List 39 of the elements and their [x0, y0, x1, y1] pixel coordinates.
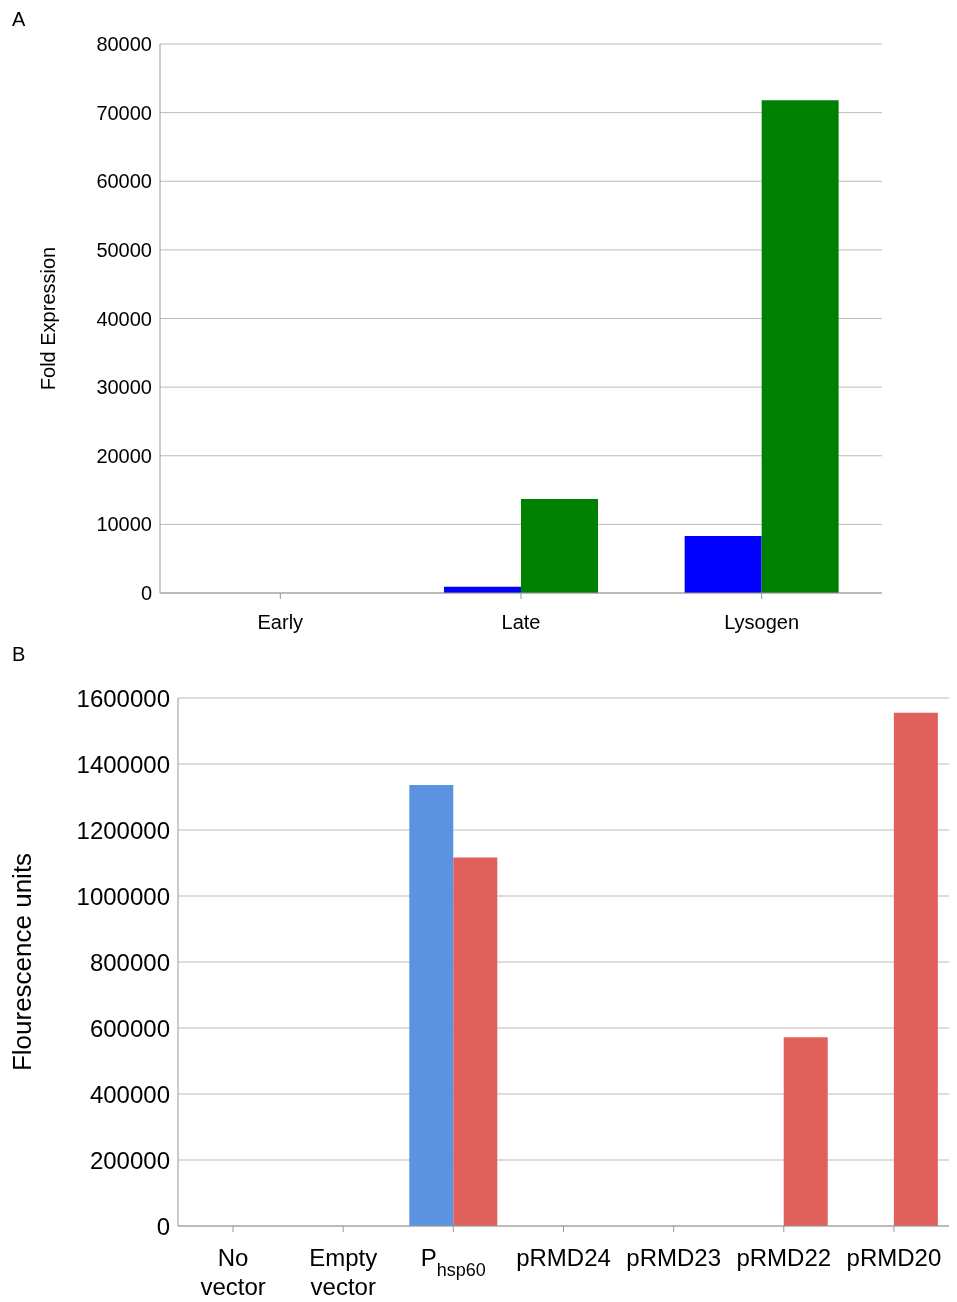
x-tick-label: pRMD20: [846, 1244, 942, 1271]
bar: [761, 100, 839, 593]
x-tick-label: P$_{hsp60}$: [420, 1244, 486, 1280]
y-tick-label: 60000: [96, 170, 152, 193]
x-tick-label: pRMD22: [736, 1244, 832, 1271]
bar: [520, 498, 598, 593]
y-tick-label: 1400000: [76, 750, 170, 778]
y-tick-label: 40000: [96, 307, 152, 330]
y-tick-label: 1200000: [76, 816, 170, 844]
x-tick-label: Late: [501, 611, 541, 633]
y-axis-title: Fold Expression: [37, 246, 60, 391]
y-tick-label: 400000: [89, 1080, 170, 1108]
x-tick-label: No vector: [200, 1244, 266, 1300]
y-tick-label: 1600000: [76, 684, 170, 712]
y-tick-label: 30000: [96, 376, 152, 399]
y-tick-label: 50000: [96, 238, 152, 261]
y-tick-label: 800000: [89, 948, 170, 976]
y-tick-label: 10000: [96, 513, 152, 536]
y-tick-label: 70000: [96, 101, 152, 124]
y-tick-label: 1000000: [76, 882, 170, 910]
y-tick-label: 20000: [96, 444, 152, 467]
bar: [893, 712, 938, 1226]
x-tick-label: pRMD23: [626, 1244, 721, 1271]
chart-title: B: [12, 643, 26, 666]
bar: [783, 1037, 828, 1226]
bar: [453, 857, 498, 1226]
y-axis-title: Flourescence units: [7, 852, 38, 1072]
y-tick-label: 200000: [89, 1146, 170, 1174]
y-tick-label: 0: [156, 1212, 170, 1240]
bar: [684, 536, 762, 593]
y-tick-label: 600000: [89, 1014, 170, 1042]
chart-title: A: [12, 8, 26, 31]
bar: [409, 785, 454, 1226]
y-tick-label: 80000: [96, 33, 152, 56]
y-tick-label: 0: [140, 582, 152, 605]
x-tick-label: Lysogen: [724, 611, 800, 633]
x-tick-label: Empty vector: [309, 1244, 378, 1300]
x-tick-label: pRMD24: [516, 1244, 611, 1271]
x-tick-label: Early: [257, 611, 304, 633]
